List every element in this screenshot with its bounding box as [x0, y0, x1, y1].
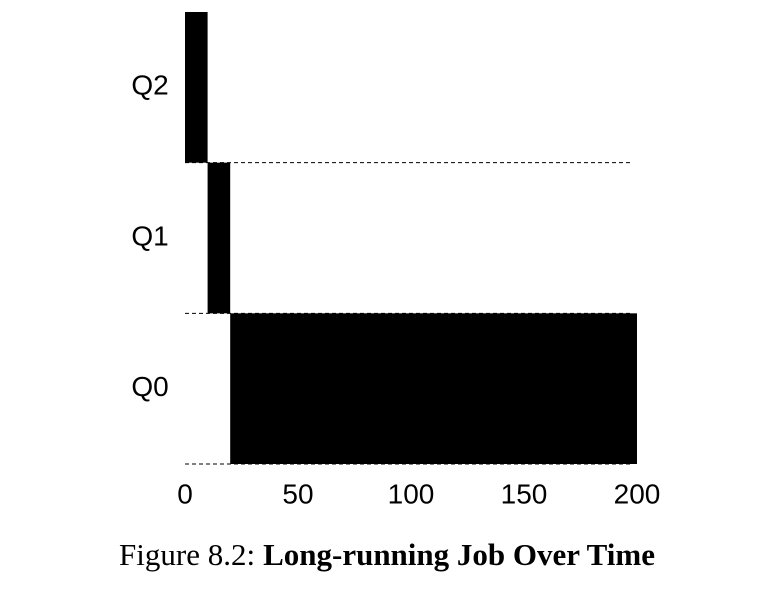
x-tick-label: 100: [388, 478, 435, 509]
lane-label: Q2: [131, 70, 168, 101]
caption: Figure 8.2: Long-running Job Over Time: [119, 537, 655, 572]
bar: [207, 162, 231, 314]
x-tick-label: 50: [282, 478, 313, 509]
x-tick-label: 150: [501, 478, 548, 509]
bar: [185, 12, 208, 163]
chart-title: Long-running Job Over Time: [263, 537, 655, 572]
x-tick-label: 0: [177, 478, 193, 509]
lane-label: Q1: [131, 220, 168, 251]
caption-label: Figure 8.2:: [119, 537, 255, 572]
lane-label: Q0: [131, 371, 168, 402]
bar: [230, 313, 637, 464]
x-tick-label: 200: [614, 478, 661, 509]
